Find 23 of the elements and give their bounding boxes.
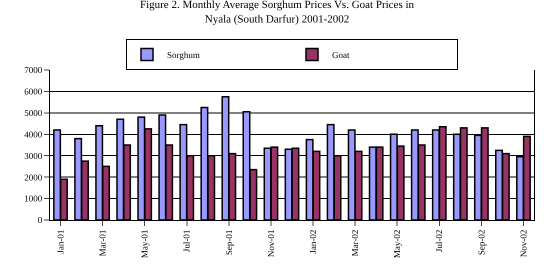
x-tick-label: Mar-01: [98, 230, 108, 256]
chart-title: Figure 2. Monthly Average Sorghum Prices Vs. Goat Prices in Nyala (South Darfur) 2001-2002: [140, 0, 415, 26]
legend-label: Sorghum: [167, 50, 200, 60]
legend-label: Goat: [332, 50, 350, 60]
x-tick-label: Nov-02: [518, 230, 528, 258]
y-tick-label: 2000: [24, 172, 43, 182]
x-tick-label: May-01: [140, 230, 150, 258]
y-tick-label: 7000: [24, 65, 43, 76]
y-tick-label: 0: [38, 215, 43, 226]
y-tick-label: 4000: [24, 129, 43, 140]
y-tick-label: 5000: [24, 108, 43, 118]
x-tick-label: Mar-02: [350, 230, 360, 256]
x-tick-label: Jan-02: [308, 230, 318, 254]
y-tick-label: 3000: [24, 150, 43, 161]
x-tick-label: Jan-01: [55, 230, 66, 254]
x-tick-label: Sep-02: [476, 230, 486, 256]
x-tick-label: Jul-01: [182, 230, 192, 252]
y-tick-label: 6000: [24, 86, 43, 97]
x-tick-label: Nov-01: [266, 230, 276, 258]
y-tick-label: 1000: [24, 194, 43, 204]
x-tick-label: Sep-01: [224, 230, 234, 256]
x-tick-label: Jul-02: [434, 230, 444, 252]
x-tick-label: May-02: [392, 230, 402, 258]
